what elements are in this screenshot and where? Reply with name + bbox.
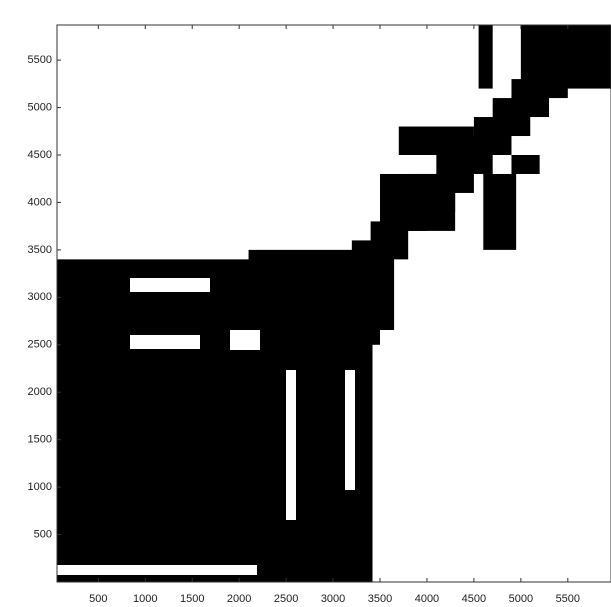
x-tick-label: 500	[89, 593, 107, 605]
plot-area	[57, 25, 611, 582]
y-tick-label: 3500	[28, 244, 52, 256]
x-tick-label: 1500	[180, 593, 204, 605]
recurrence-region	[478, 25, 493, 89]
x-tick-label: 1000	[133, 593, 157, 605]
white-streaks	[57, 278, 400, 575]
x-tick-label: 4000	[415, 593, 439, 605]
x-tick-label: 2500	[274, 593, 298, 605]
x-tick-label: 5500	[556, 593, 580, 605]
recurrence-region	[398, 126, 474, 155]
y-tick-label: 2500	[28, 339, 52, 351]
y-tick-label: 1500	[28, 434, 52, 446]
recurrence-region	[57, 259, 254, 582]
recurrence-region	[380, 173, 456, 231]
x-tick-label: 2000	[227, 593, 251, 605]
y-tick-label: 4000	[28, 196, 52, 208]
recurrence-region	[511, 154, 540, 174]
recurrence-region	[520, 25, 611, 89]
x-tick-label: 3500	[368, 593, 392, 605]
y-tick-label: 5000	[28, 101, 52, 113]
y-tick-label: 5500	[28, 54, 52, 66]
y-tick-label: 4500	[28, 149, 52, 161]
x-tick-label: 3000	[321, 593, 345, 605]
y-tick-label: 1000	[28, 481, 52, 493]
recurrence-region	[483, 173, 517, 250]
x-tick-label: 5000	[509, 593, 533, 605]
y-tick-label: 3000	[28, 291, 52, 303]
y-tick-label: 500	[34, 528, 52, 540]
x-tick-label: 4500	[462, 593, 486, 605]
plot-frame	[56, 24, 611, 583]
y-tick-label: 2000	[28, 386, 52, 398]
